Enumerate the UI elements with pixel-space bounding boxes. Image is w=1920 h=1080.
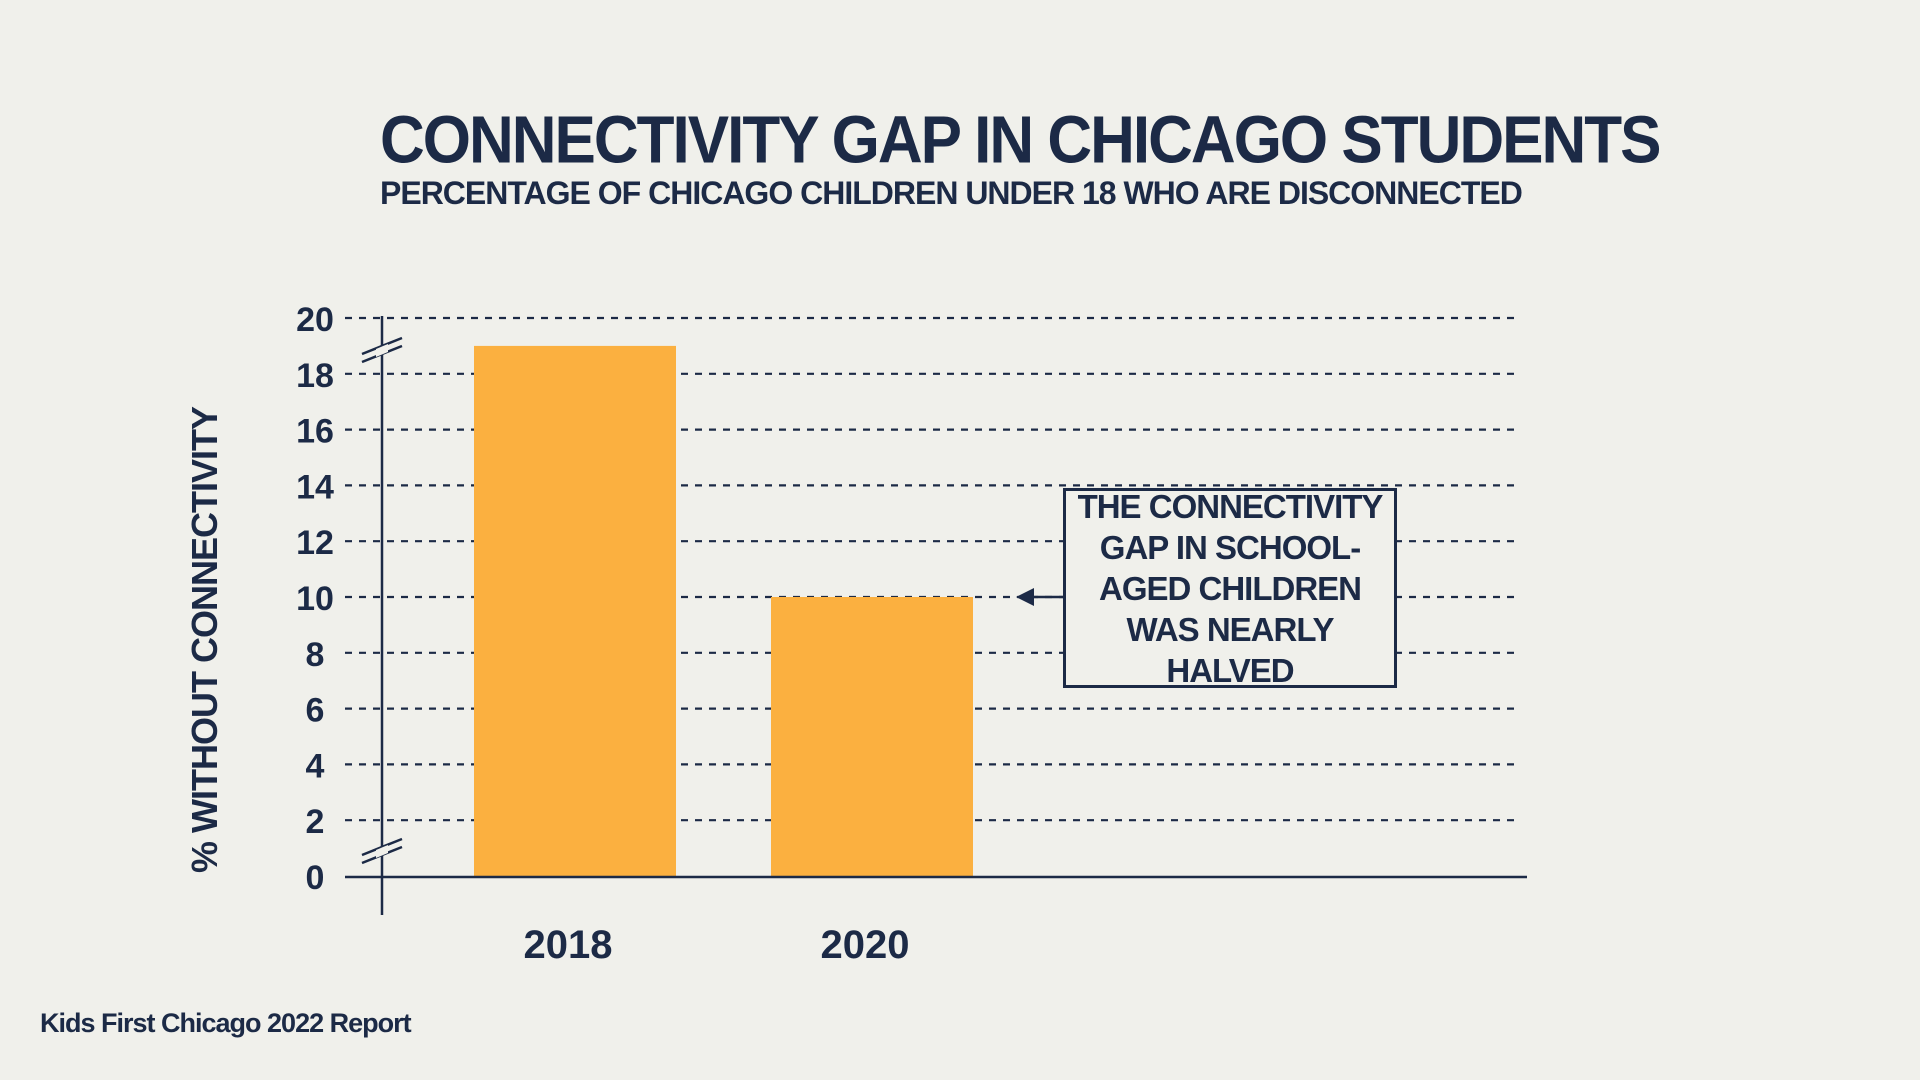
chart-subtitle: PERCENTAGE OF CHICAGO CHILDREN UNDER 18 …	[380, 175, 1523, 211]
y-tick-label-2: 2	[306, 803, 325, 841]
y-tick-labels: 0 2 4 6 8 10 12 14 16 18 20	[296, 301, 334, 897]
y-tick-label-12: 12	[296, 524, 334, 562]
annotation-arrow-head	[1016, 588, 1034, 606]
axes	[345, 316, 1527, 915]
bars	[474, 345, 973, 876]
y-tick-label-16: 16	[296, 413, 334, 451]
chart-title: CONNECTIVITY GAP IN CHICAGO STUDENTS	[380, 103, 1661, 178]
y-tick-label-20: 20	[296, 301, 334, 339]
annotation-arrow	[1016, 588, 1063, 606]
source-note: Kids First Chicago 2022 Report	[40, 1008, 412, 1038]
x-tick-label-2018: 2018	[524, 923, 613, 967]
bar-2020	[771, 597, 973, 876]
y-tick-label-10: 10	[296, 580, 334, 618]
y-tick-label-0: 0	[306, 859, 325, 897]
y-tick-label-18: 18	[296, 357, 334, 395]
axis-break-gap-0	[376, 344, 388, 357]
y-tick-label-4: 4	[306, 747, 325, 785]
axis-break-1-0	[361, 837, 403, 857]
annotation-callout: THE CONNECTIVITY GAP IN SCHOOL-AGED CHIL…	[1063, 488, 1397, 689]
y-tick-label-6: 6	[306, 692, 325, 730]
y-tick-label-14: 14	[296, 468, 334, 506]
bar-2018	[474, 345, 676, 876]
axis-break-0-0	[361, 336, 403, 356]
y-tick-label-8: 8	[306, 636, 325, 674]
x-tick-labels: 2018 2020	[524, 923, 910, 967]
x-tick-label-2020: 2020	[821, 923, 910, 967]
axis-break-gap-1	[376, 845, 388, 858]
